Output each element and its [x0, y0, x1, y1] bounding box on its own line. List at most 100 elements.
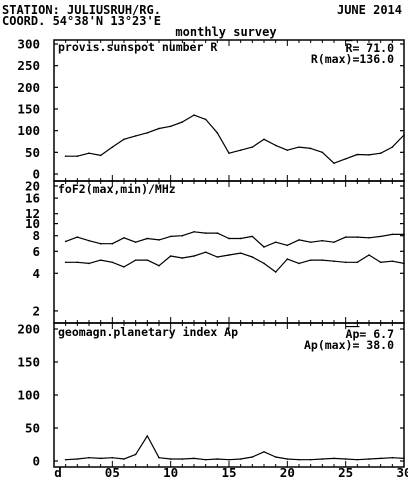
ap-max: Ap(max)= 38.0: [304, 338, 394, 352]
data-point-ap-0: [309, 458, 312, 461]
y-tick-label-ap: 50: [25, 421, 40, 436]
y-tick-label-sunspot: 200: [17, 80, 40, 95]
data-point-fof2-0: [321, 239, 324, 242]
data-point-sunspot-0: [204, 118, 207, 121]
data-point-fof2-1: [368, 254, 370, 256]
data-point-ap-0: [228, 458, 230, 461]
x-tick-label: d: [54, 465, 62, 480]
data-point-sunspot-0: [403, 134, 405, 136]
data-point-sunspot-0: [158, 127, 160, 130]
data-point-fof2-0: [344, 236, 347, 238]
data-point-fof2-0: [228, 237, 230, 240]
data-point-sunspot-0: [99, 154, 102, 157]
fof2-title: foF2(max,min)/MHz: [58, 182, 176, 196]
data-point-fof2-0: [263, 246, 265, 248]
data-point-fof2-0: [379, 235, 382, 238]
coord-label: COORD. 54°38'N 13°23'E: [2, 14, 161, 28]
data-point-sunspot-0: [356, 153, 359, 156]
data-point-fof2-1: [76, 261, 79, 264]
data-point-fof2-0: [239, 237, 242, 240]
data-point-fof2-1: [403, 262, 405, 265]
data-point-ap-0: [193, 457, 195, 460]
x-tick-label: 25: [338, 465, 353, 480]
x-tick-label: 20: [280, 465, 295, 480]
data-point-ap-0: [356, 458, 359, 461]
data-point-fof2-1: [158, 264, 160, 267]
y-tick-label-ap: 200: [17, 322, 40, 337]
data-point-ap-0: [251, 456, 254, 458]
ap-mean-value: = 6.7: [359, 327, 394, 341]
x-tick-label: 10: [163, 465, 178, 480]
data-point-fof2-1: [228, 254, 230, 256]
series-line-sunspot-0: [65, 114, 405, 164]
data-point-fof2-1: [298, 262, 300, 265]
data-point-fof2-0: [403, 233, 405, 236]
data-point-sunspot-0: [321, 151, 324, 154]
y-tick-label-fof2: 16: [25, 191, 40, 206]
data-point-sunspot-0: [123, 138, 125, 141]
data-point-fof2-1: [123, 266, 125, 268]
data-point-fof2-1: [309, 259, 312, 261]
sunspot-mean-symbol: R: [346, 41, 353, 55]
y-tick-label-sunspot: 0: [32, 167, 40, 182]
data-point-ap-0: [146, 435, 149, 437]
data-point-ap-0: [368, 458, 370, 460]
month-label: JUNE 2014: [337, 3, 402, 17]
data-point-fof2-0: [64, 240, 67, 243]
data-point-ap-0: [263, 450, 265, 453]
sunspot-mean: R= 71.0: [346, 41, 395, 55]
data-point-fof2-0: [309, 241, 312, 243]
data-point-sunspot-0: [88, 152, 90, 154]
data-point-ap-0: [286, 458, 289, 460]
data-point-fof2-0: [146, 237, 149, 240]
data-point-fof2-0: [356, 236, 359, 238]
y-tick-label-ap: 0: [32, 454, 40, 469]
x-tick-label: 05: [105, 465, 120, 480]
data-point-ap-0: [134, 453, 137, 456]
y-tick-label-fof2: 10: [25, 216, 40, 231]
y-tick-label-ap: 150: [17, 355, 40, 370]
series-line-fof2-0: [65, 231, 404, 248]
data-point-sunspot-0: [274, 144, 277, 147]
data-point-fof2-1: [88, 262, 90, 265]
data-point-ap-0: [298, 458, 300, 461]
data-point-fof2-0: [88, 239, 90, 242]
x-tick-label: 30: [396, 465, 408, 480]
data-point-sunspot-0: [391, 146, 394, 148]
data-point-fof2-0: [123, 236, 125, 239]
data-point-fof2-1: [181, 257, 184, 259]
y-tick-label-fof2: 8: [32, 228, 40, 243]
data-point-fof2-1: [204, 251, 207, 254]
data-point-fof2-0: [204, 232, 207, 234]
series-line-ap-0: [65, 435, 405, 461]
data-point-ap-0: [158, 456, 160, 459]
data-point-sunspot-0: [251, 146, 254, 148]
data-point-ap-0: [76, 458, 79, 460]
data-point-fof2-0: [216, 232, 219, 234]
survey-label: monthly survey: [175, 25, 276, 39]
ap-mean: Ap= 6.7: [346, 327, 395, 341]
data-point-ap-0: [99, 457, 102, 460]
data-point-fof2-1: [344, 261, 347, 264]
data-point-sunspot-0: [216, 132, 219, 134]
y-tick-label-sunspot: 150: [17, 102, 40, 117]
series-line-fof2-1: [65, 251, 405, 273]
data-point-fof2-0: [298, 239, 300, 241]
data-point-ap-0: [391, 456, 394, 459]
sunspot-title: provis.sunspot number R: [58, 40, 217, 54]
fof2-panel-frame: [53, 180, 405, 324]
data-point-ap-0: [274, 456, 277, 458]
data-point-sunspot-0: [344, 158, 347, 160]
data-point-ap-0: [333, 457, 335, 460]
y-tick-label-fof2: 2: [32, 303, 40, 318]
data-point-sunspot-0: [76, 155, 79, 158]
data-point-ap-0: [181, 458, 184, 460]
data-point-sunspot-0: [239, 149, 242, 151]
data-point-ap-0: [344, 458, 347, 460]
data-point-fof2-1: [134, 259, 137, 261]
data-point-ap-0: [321, 458, 324, 460]
data-point-fof2-1: [251, 256, 254, 258]
data-point-fof2-0: [391, 233, 394, 236]
y-tick-label-sunspot: 100: [17, 123, 40, 138]
